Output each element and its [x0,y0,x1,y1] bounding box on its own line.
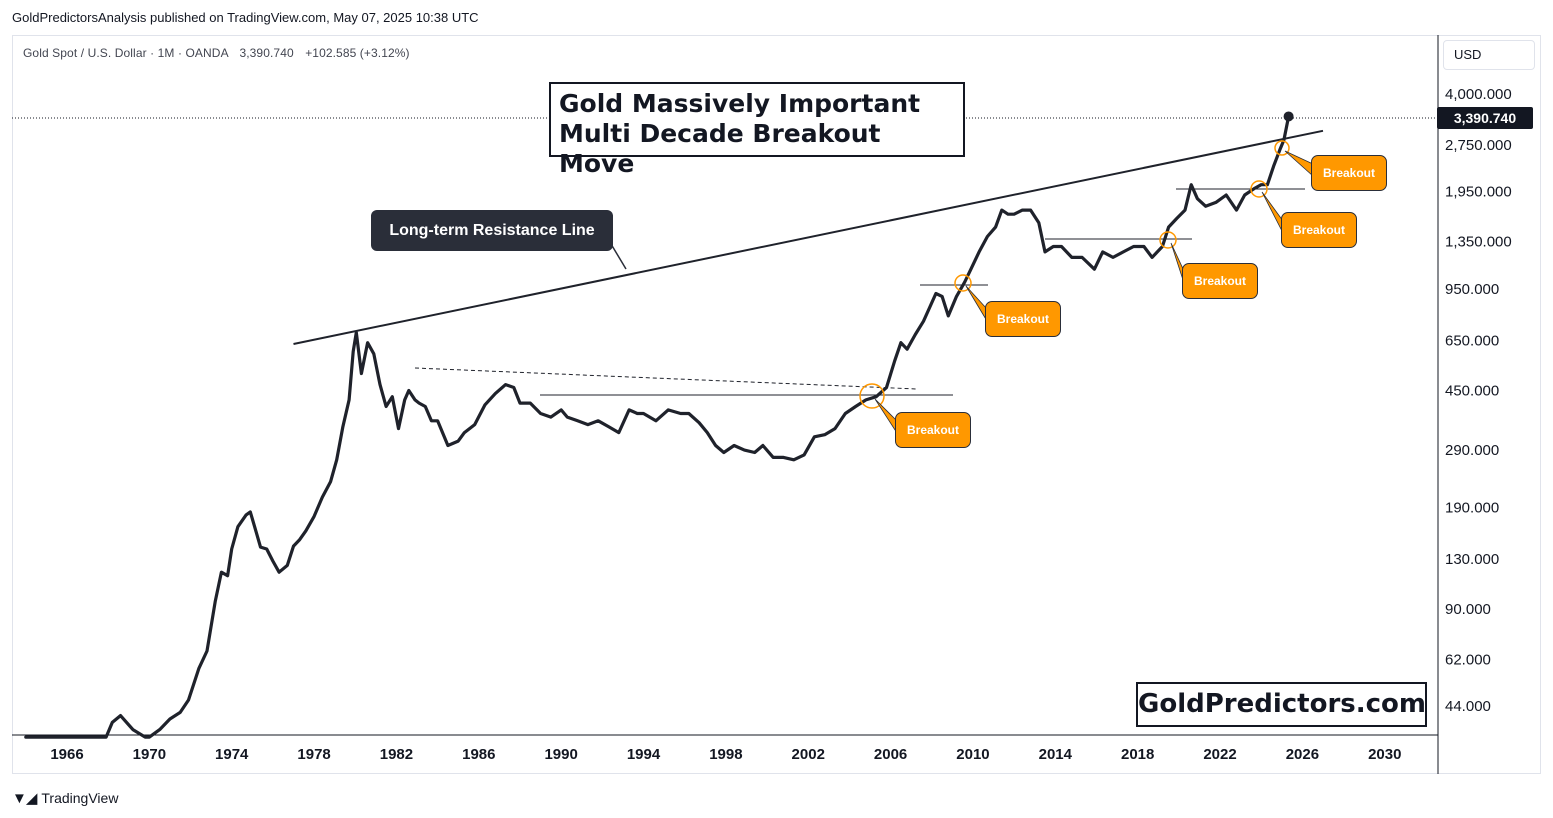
time-tick-label: 1986 [462,746,495,763]
time-tick-label: 2006 [874,746,907,763]
tradingview-logo[interactable]: ▼◢ TradingView [12,789,118,807]
time-tick-label: 2002 [792,746,825,763]
brand-watermark: GoldPredictors.com [1136,682,1427,727]
price-series-line [24,114,1291,739]
breakout-label: Breakout [1311,155,1387,191]
price-tick-label: 1,350.000 [1445,233,1512,250]
price-axis: 4,000.000 2,750.000 1,950.000 1,350.000 950.… [1445,86,1512,715]
breakout-pointer [1284,150,1314,177]
time-tick-label: 1982 [380,746,413,763]
time-tick-label: 1970 [133,746,166,763]
price-tick-label: 4,000.000 [1445,86,1512,103]
current-price-tag: 3,390.740 [1437,107,1533,129]
time-tick-label: 1978 [297,746,330,763]
separator-dot: · [177,46,186,60]
breakout-circle [859,383,885,409]
publish-credit: GoldPredictorsAnalysis published on Trad… [12,10,479,25]
chart-frame [12,35,1541,774]
chart-title-box: Gold Massively Important Multi Decade Br… [549,82,965,178]
breakout-circle [1250,180,1268,198]
price-tick-label: 2,750.000 [1445,137,1512,154]
drawing-overlays [293,129,1324,396]
currency-selector[interactable]: USD [1443,40,1535,70]
breakout-pointer [1261,191,1284,234]
time-tick-label: 2022 [1203,746,1236,763]
tradingview-logo-text: TradingView [41,790,119,806]
symbol-change: +102.585 (+3.12%) [305,46,410,60]
symbol-broker: OANDA [185,46,229,60]
time-axis: 1966 1970 1974 1978 1982 1986 1990 1994 1998 2002… [50,746,1401,763]
price-tick-label: 950.000 [1445,281,1499,298]
symbol-timeframe: 1M [157,46,175,60]
breakout-label: Breakout [895,412,971,448]
last-price-dot [1283,111,1294,122]
dashed-downtrend-line [414,367,918,390]
price-tick-label: 450.000 [1445,383,1499,400]
price-tick-label: 62.000 [1445,652,1491,669]
resistance-line [293,129,1324,345]
tradingview-mark-icon: ▼◢ [12,790,37,807]
price-tick-label: 130.000 [1445,551,1499,568]
breakout-circle [954,274,972,292]
time-tick-label: 2018 [1121,746,1154,763]
time-tick-label: 1966 [50,746,83,763]
breakout-pointer [965,285,988,323]
breakout-circle [1274,140,1290,156]
time-tick-label: 2030 [1368,746,1401,763]
price-tick-label: 44.000 [1445,698,1491,715]
price-tick-label: 650.000 [1445,333,1499,350]
chart-title-line1: Gold Massively Important [559,89,921,118]
time-tick-label: 1994 [627,746,661,763]
breakout-pointer [874,398,898,435]
separator-dot: · [150,46,158,60]
price-tick-label: 190.000 [1445,500,1499,517]
time-tick-label: 1990 [544,746,577,763]
breakout-label: Breakout [1281,212,1357,248]
price-tick-label: 1,950.000 [1445,184,1512,201]
time-tick-label: 2026 [1286,746,1319,763]
price-tick-label: 290.000 [1445,442,1499,459]
resistance-line-label: Long-term Resistance Line [371,210,613,251]
breakout-label: Breakout [1182,263,1258,299]
time-tick-label: 2014 [1039,746,1073,763]
breakout-markers [859,140,1314,435]
chart-title-line2: Multi Decade Breakout Move [559,119,881,178]
symbol-header[interactable]: Gold Spot / U.S. Dollar · 1M · OANDA 3,3… [23,46,410,60]
breakout-label: Breakout [985,301,1061,337]
symbol-last-price: 3,390.740 [239,46,294,60]
time-tick-label: 1998 [709,746,742,763]
breakout-circle [1159,231,1177,249]
time-tick-label: 1974 [215,746,249,763]
price-tick-label: 90.000 [1445,601,1491,618]
symbol-name: Gold Spot / U.S. Dollar [23,46,147,60]
time-tick-label: 2010 [956,746,989,763]
